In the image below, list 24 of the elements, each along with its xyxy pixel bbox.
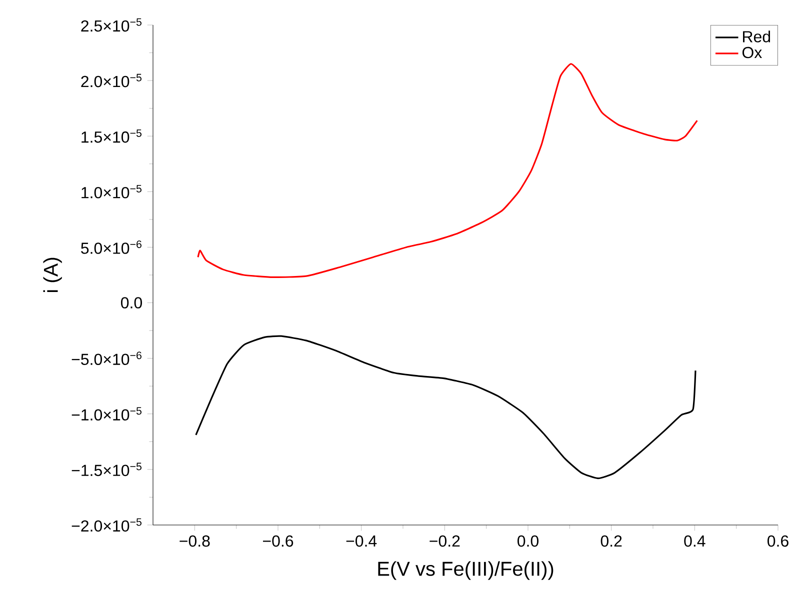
- line-series: [197, 63, 698, 278]
- y-tick-label: 2.5×10$^{−5}$: [81, 18, 142, 32]
- x-tick-label: 0.2: [600, 535, 622, 547]
- y-tick-label: 0.0: [120, 297, 142, 308]
- y-tick-label: −5.0×10$^{−6}$: [72, 352, 142, 366]
- x-tick-label: −0.4: [346, 535, 377, 547]
- y-tick-label: 5.0×10$^{−6}$: [81, 240, 142, 254]
- line-series: [195, 335, 696, 480]
- y-tick-label: −1.5×10$^{−5}$: [72, 462, 142, 476]
- y-tick-label: 1.5×10$^{−5}$: [82, 129, 142, 143]
- y-tick-label: −2.0×10$^{−5}$: [72, 518, 142, 532]
- y-axis-title: i (A): [43, 258, 62, 292]
- x-tick-label: −0.2: [430, 535, 460, 547]
- x-tick-label: −0.8: [180, 535, 210, 547]
- x-tick-label: −0.6: [263, 535, 294, 547]
- legend-label: Red: [743, 30, 770, 42]
- x-axis-title: E(V vs Fe(III)/Fe(II)): [378, 561, 554, 580]
- x-tick-label: 0.6: [768, 535, 788, 547]
- y-tick-label: −1.0×10$^{−5}$: [72, 407, 142, 421]
- x-tick-label: 0.0: [518, 535, 539, 547]
- y-tick-label: 1.0×10$^{−5}$: [82, 185, 142, 198]
- y-tick-label: 2.0×10$^{−5}$: [81, 74, 142, 88]
- legend-label: Ox: [742, 46, 762, 58]
- x-tick-label: 0.4: [684, 535, 706, 547]
